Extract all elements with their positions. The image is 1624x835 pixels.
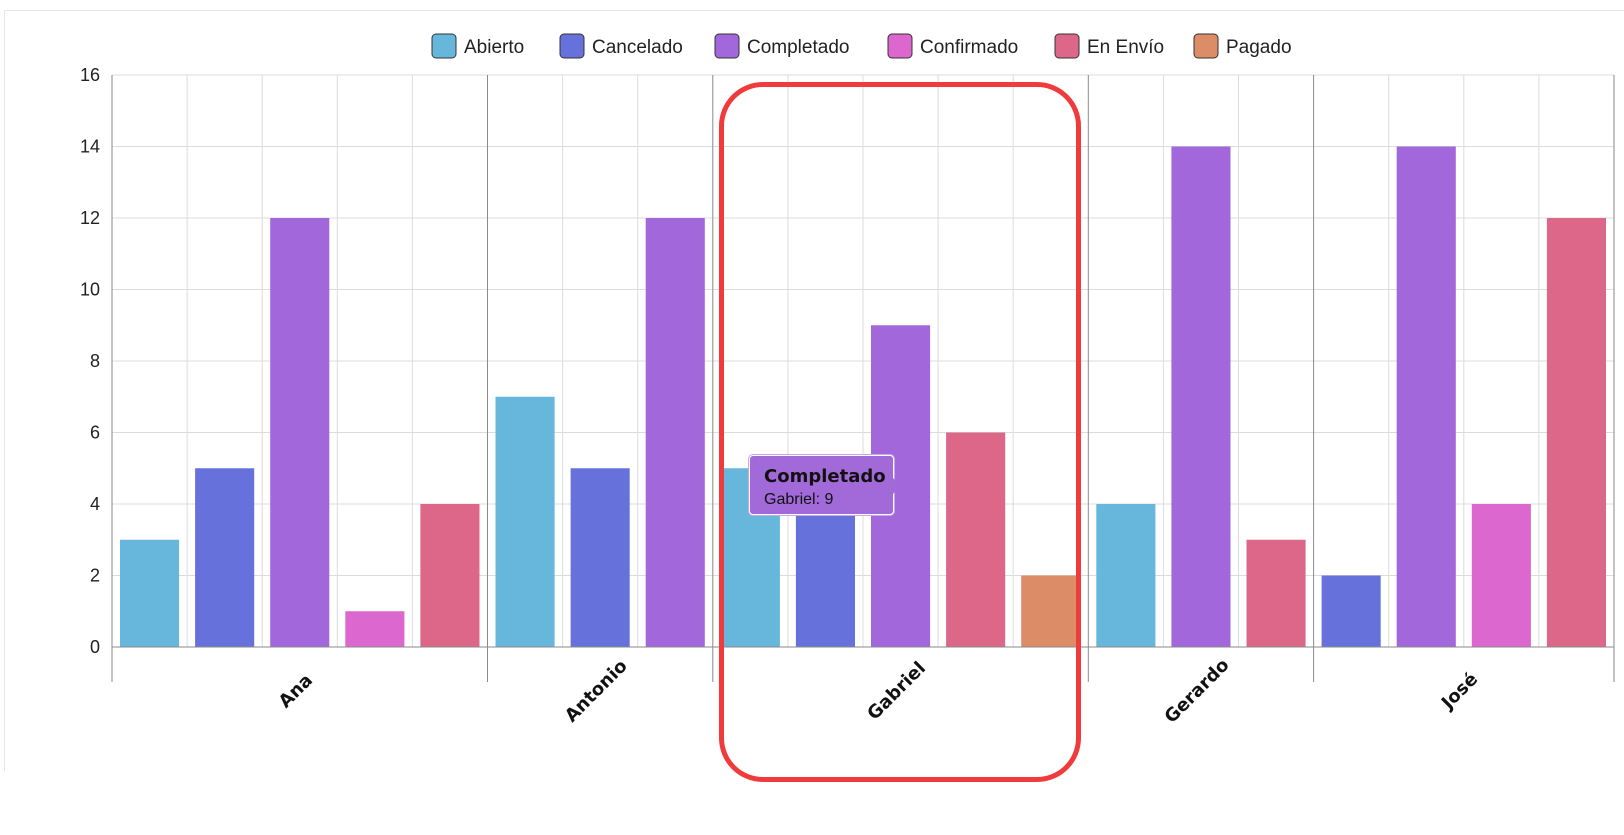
legend-swatch[interactable] [431, 33, 457, 59]
bar-confirmado-josé[interactable] [1471, 504, 1531, 647]
y-tick-label: 0 [90, 637, 100, 657]
bar-pagado-gabriel[interactable] [1021, 575, 1081, 648]
y-tick-label: 6 [90, 423, 100, 443]
y-tick-label: 16 [80, 65, 100, 85]
y-tick-label: 4 [90, 494, 100, 514]
x-category-label: Ana [275, 670, 317, 712]
bar-cancelado-josé[interactable] [1321, 575, 1381, 648]
bar-abierto-gerardo[interactable] [1096, 504, 1156, 647]
legend-label[interactable]: Abierto [464, 37, 524, 58]
chart-frame [4, 10, 1624, 771]
bar-en-envío-gerardo[interactable] [1246, 539, 1306, 647]
chart-tooltip: Completado Gabriel: 9 [749, 455, 901, 515]
bar-confirmado-ana[interactable] [345, 611, 405, 647]
bar-completado-gerardo[interactable] [1171, 146, 1231, 648]
bar-en-envío-gabriel[interactable] [946, 432, 1006, 648]
y-tick-label: 10 [80, 280, 100, 300]
legend-swatch[interactable] [887, 33, 913, 59]
x-category-label: José [1436, 669, 1482, 715]
y-tick-label: 12 [80, 208, 100, 228]
legend-label[interactable]: Cancelado [592, 37, 683, 58]
y-tick-label: 14 [80, 137, 100, 157]
highlight-annotation-box [719, 82, 1081, 782]
legend-swatch[interactable] [714, 33, 740, 59]
bar-en-envío-josé[interactable] [1546, 218, 1606, 647]
bar-cancelado-ana[interactable] [195, 468, 255, 647]
bar-completado-ana[interactable] [270, 218, 330, 647]
grid-lines [112, 74, 1614, 648]
bar-cancelado-gabriel[interactable] [795, 504, 855, 647]
legend: Abierto Cancelado Completado Confirmado En E… [431, 33, 1292, 59]
bar-cancelado-antonio[interactable] [570, 468, 630, 647]
legend-label[interactable]: Confirmado [920, 37, 1018, 58]
x-category-label: Antonio [561, 656, 632, 727]
bar-completado-antonio[interactable] [645, 218, 705, 647]
x-category-label: Gerardo [1161, 655, 1234, 728]
bar-en-envío-ana[interactable] [420, 504, 480, 647]
y-tick-label: 8 [90, 351, 100, 371]
legend-label[interactable]: Completado [747, 37, 849, 58]
legend-label[interactable]: En Envío [1087, 37, 1164, 58]
tooltip-body: Gabriel: 9 [764, 491, 834, 508]
legend-swatch[interactable] [1054, 33, 1080, 59]
legend-label[interactable]: Pagado [1226, 37, 1292, 58]
bar-abierto-ana[interactable] [120, 539, 180, 647]
bar-completado-josé[interactable] [1396, 146, 1456, 648]
y-tick-label: 2 [90, 566, 100, 586]
bars [120, 146, 1606, 648]
legend-swatch[interactable] [559, 33, 585, 59]
bar-abierto-antonio[interactable] [495, 396, 555, 647]
legend-swatch[interactable] [1193, 33, 1219, 59]
tooltip-title: Completado [764, 466, 886, 487]
